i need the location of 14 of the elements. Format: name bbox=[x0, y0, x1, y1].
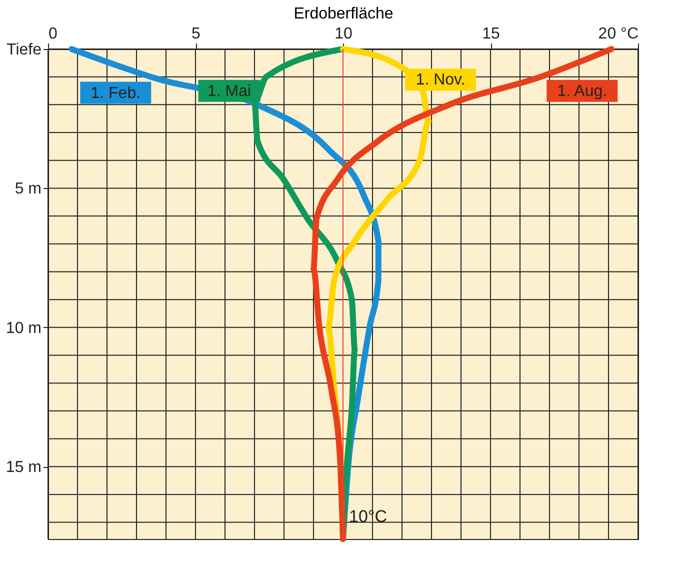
y-tick-label: 5 m bbox=[14, 180, 42, 198]
x-axis-title: Erdoberfläche bbox=[294, 6, 394, 22]
x-tick-label: 20 °C bbox=[598, 26, 638, 42]
series-label: 1. Feb. bbox=[90, 84, 141, 102]
series-label: 1. Aug. bbox=[557, 82, 608, 100]
x-tick-label: 15 bbox=[482, 26, 500, 42]
series-label: 1. Mai bbox=[208, 82, 252, 100]
series-label: 1. Nov. bbox=[416, 72, 466, 89]
x-tick-label: 10 bbox=[334, 26, 352, 42]
x-tick-label: 0 bbox=[48, 26, 58, 42]
y-tick-label: 10 m bbox=[6, 320, 42, 337]
y-tick-label: Tiefe bbox=[6, 42, 42, 58]
y-tick-label: 15 m bbox=[6, 459, 42, 476]
x-tick-label: 5 bbox=[192, 26, 201, 42]
